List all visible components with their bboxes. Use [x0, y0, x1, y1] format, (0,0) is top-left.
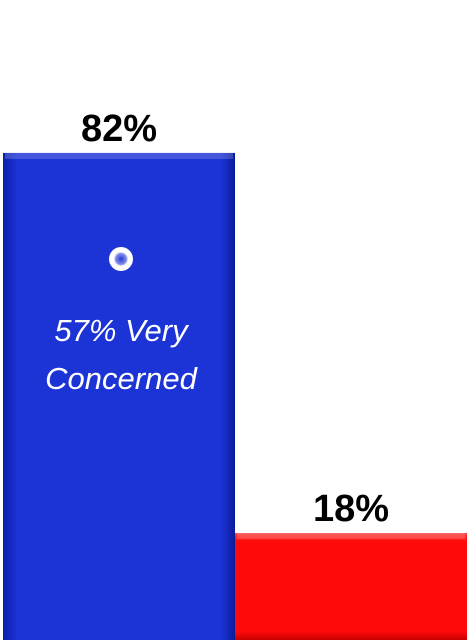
- bar-highlight: [5, 153, 233, 159]
- data-label: 82%: [81, 108, 157, 150]
- annotation-line-1: 57% Very: [54, 313, 190, 348]
- annotation-line-2: Concerned: [45, 361, 198, 396]
- annotation-marker-icon: [109, 247, 133, 271]
- bar-not-concerned: [235, 533, 467, 640]
- data-label: 18%: [313, 488, 389, 530]
- bars-layer: [3, 153, 467, 640]
- bar-highlight: [237, 533, 465, 539]
- bar-very-somewhat-concerned: [3, 153, 235, 640]
